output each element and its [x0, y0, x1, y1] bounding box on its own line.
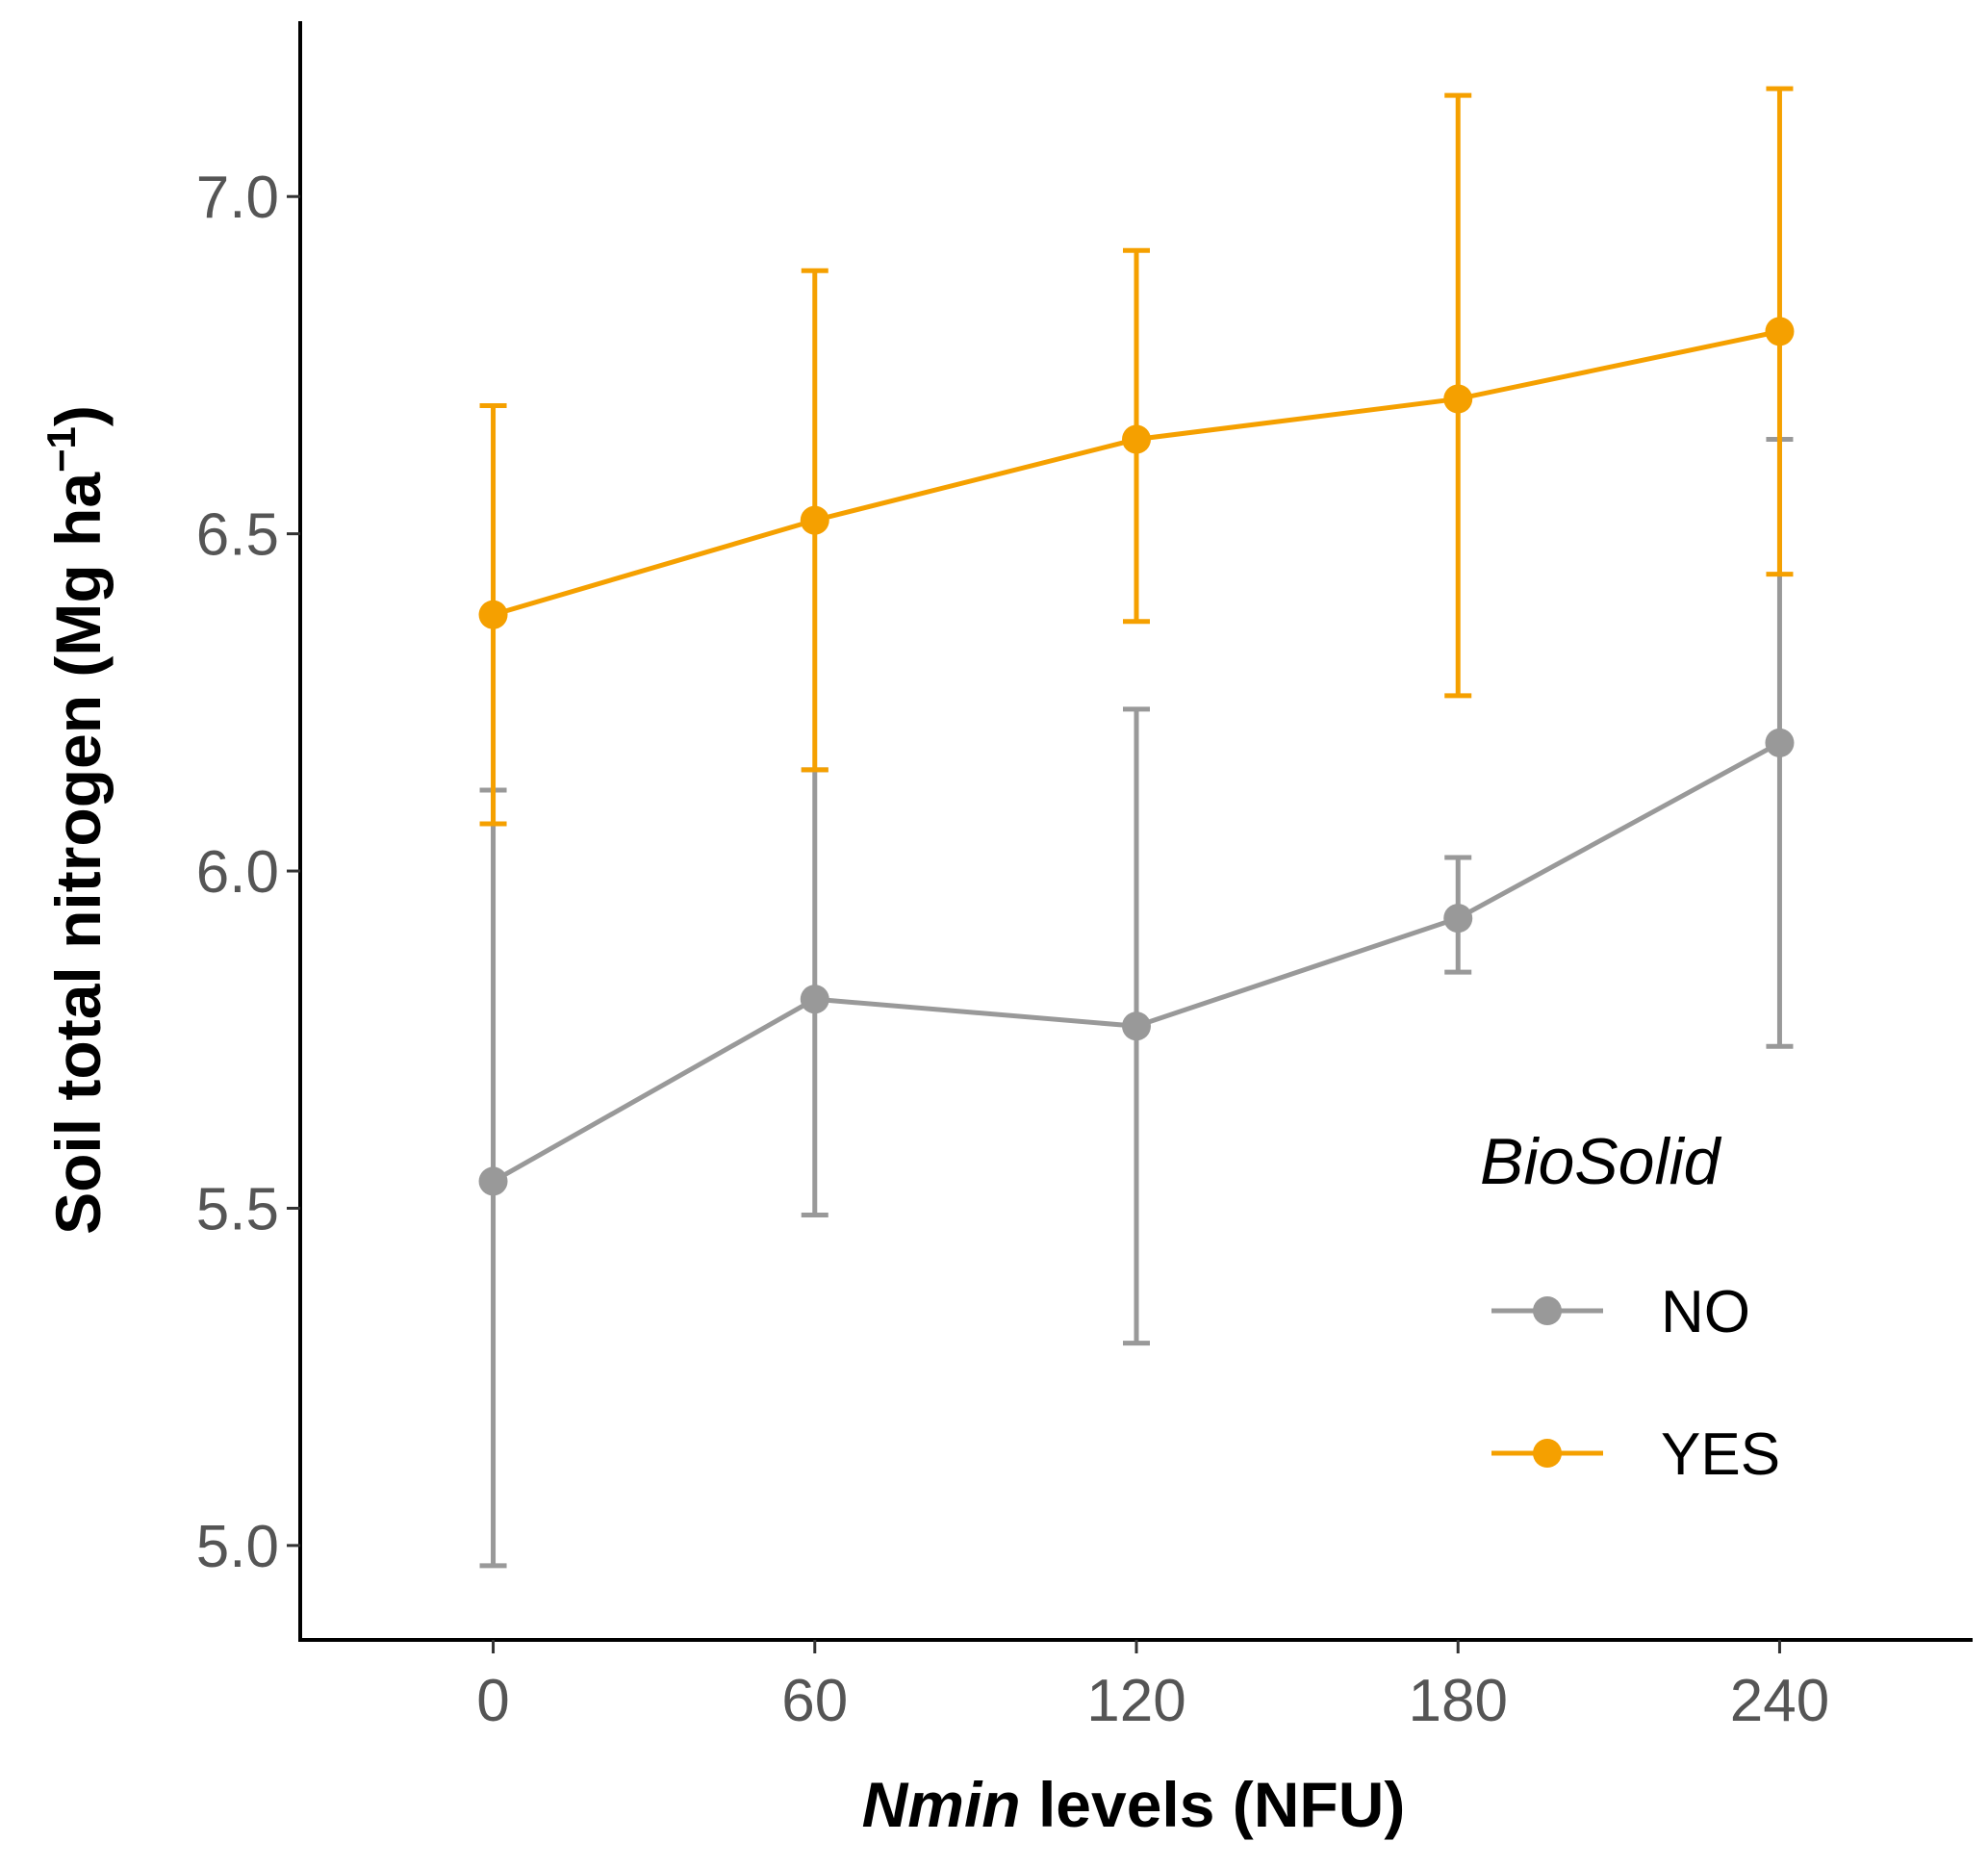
y-axis-title-close: )	[42, 405, 114, 426]
y-axis-title: Soil total nitrogen (Mg ha−1)	[38, 405, 114, 1235]
data-point-yes	[800, 505, 829, 535]
data-point-no	[1122, 1011, 1151, 1041]
data-point-yes	[1765, 317, 1795, 346]
x-tick-label: 180	[1409, 1668, 1508, 1734]
legend-items: NO YES	[1491, 1279, 1780, 1488]
legend-title: BioSolid	[1480, 1125, 1722, 1198]
x-tick-label: 60	[781, 1668, 848, 1734]
y-axis-ticks: 5.0 5.5 6.0 6.5 7.0	[196, 165, 300, 1580]
x-axis-ticks: 0 60 120 180 240	[476, 1640, 1829, 1734]
data-point-no	[1765, 728, 1795, 757]
x-tick-label: 240	[1730, 1668, 1829, 1734]
y-tick-label: 7.0	[196, 165, 279, 231]
data-point-no	[1443, 904, 1473, 934]
data-point-yes	[1122, 424, 1151, 454]
y-axis-title-superscript: −1	[38, 426, 84, 473]
data-point-no	[478, 1166, 508, 1196]
legend-label: YES	[1661, 1421, 1780, 1488]
series-no	[478, 437, 1795, 1569]
data-point-yes	[1443, 384, 1473, 414]
legend-item-no: NO	[1491, 1279, 1750, 1345]
data-point-yes	[478, 600, 508, 629]
legend-item-yes: YES	[1491, 1421, 1780, 1488]
legend: BioSolid NO YES	[1480, 1125, 1780, 1488]
legend-key-point	[1533, 1296, 1562, 1325]
y-tick-label: 6.5	[196, 502, 279, 569]
y-tick-label: 5.0	[196, 1514, 279, 1580]
data-point-no	[800, 985, 829, 1014]
legend-label: NO	[1661, 1279, 1750, 1345]
y-axis-title-main: Soil total nitrogen (Mg ha	[42, 472, 114, 1235]
series-yes	[478, 86, 1795, 827]
x-axis-title: Nmin levels (NFU)	[862, 1769, 1406, 1840]
y-tick-label: 5.5	[196, 1176, 279, 1242]
plot-area	[478, 86, 1795, 1569]
x-axis-title-italic: Nmin	[862, 1769, 1021, 1840]
x-tick-label: 120	[1086, 1668, 1185, 1734]
legend-key-point	[1533, 1439, 1562, 1468]
x-tick-label: 0	[476, 1668, 509, 1734]
x-axis-title-rest: levels (NFU)	[1021, 1769, 1406, 1840]
y-tick-label: 6.0	[196, 839, 279, 906]
